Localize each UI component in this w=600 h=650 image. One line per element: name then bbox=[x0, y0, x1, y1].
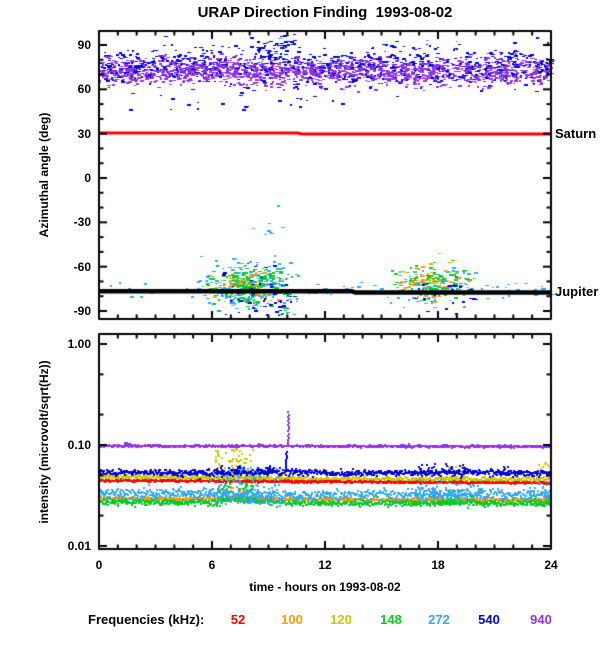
legend-item-148: 148 bbox=[380, 612, 402, 627]
p1-ytick-60: 60 bbox=[77, 82, 91, 97]
p1-ytick-0: 0 bbox=[84, 171, 91, 185]
p2-ytick-0.10: 0.10 bbox=[67, 438, 91, 452]
p1-ytick-30: 30 bbox=[77, 126, 91, 141]
legend-item-52: 52 bbox=[230, 612, 246, 627]
xtick-12: 12 bbox=[318, 558, 332, 572]
p1-ytick-90: 90 bbox=[77, 37, 91, 52]
xtick-18: 18 bbox=[431, 558, 445, 572]
legend-item-540: 540 bbox=[478, 612, 500, 627]
legend-item-120: 120 bbox=[330, 612, 352, 627]
legend-title: Frequencies (kHz): bbox=[88, 612, 205, 627]
p1-ytick--30: -30 bbox=[73, 215, 91, 230]
xtick-0: 0 bbox=[95, 558, 103, 572]
time-axis-label: time - hours on 1993-08-02 bbox=[249, 580, 401, 594]
figure-title: URAP Direction Finding 1993-08-02 bbox=[197, 4, 453, 21]
jupiter-line-label: Jupiter bbox=[555, 284, 599, 299]
p1-ytick--60: -60 bbox=[73, 259, 91, 274]
p2-ytick-0.01: 0.01 bbox=[67, 539, 91, 553]
p1-ytick--90: -90 bbox=[73, 304, 91, 318]
legend-item-272: 272 bbox=[428, 612, 450, 627]
legend-item-100: 100 bbox=[281, 612, 303, 627]
xtick-24: 24 bbox=[544, 558, 558, 572]
p2-ytick-1.00: 1.00 bbox=[67, 337, 91, 351]
saturn-line-label: Saturn bbox=[555, 126, 597, 141]
legend-item-940: 940 bbox=[530, 612, 552, 627]
xtick-6: 6 bbox=[208, 558, 216, 572]
